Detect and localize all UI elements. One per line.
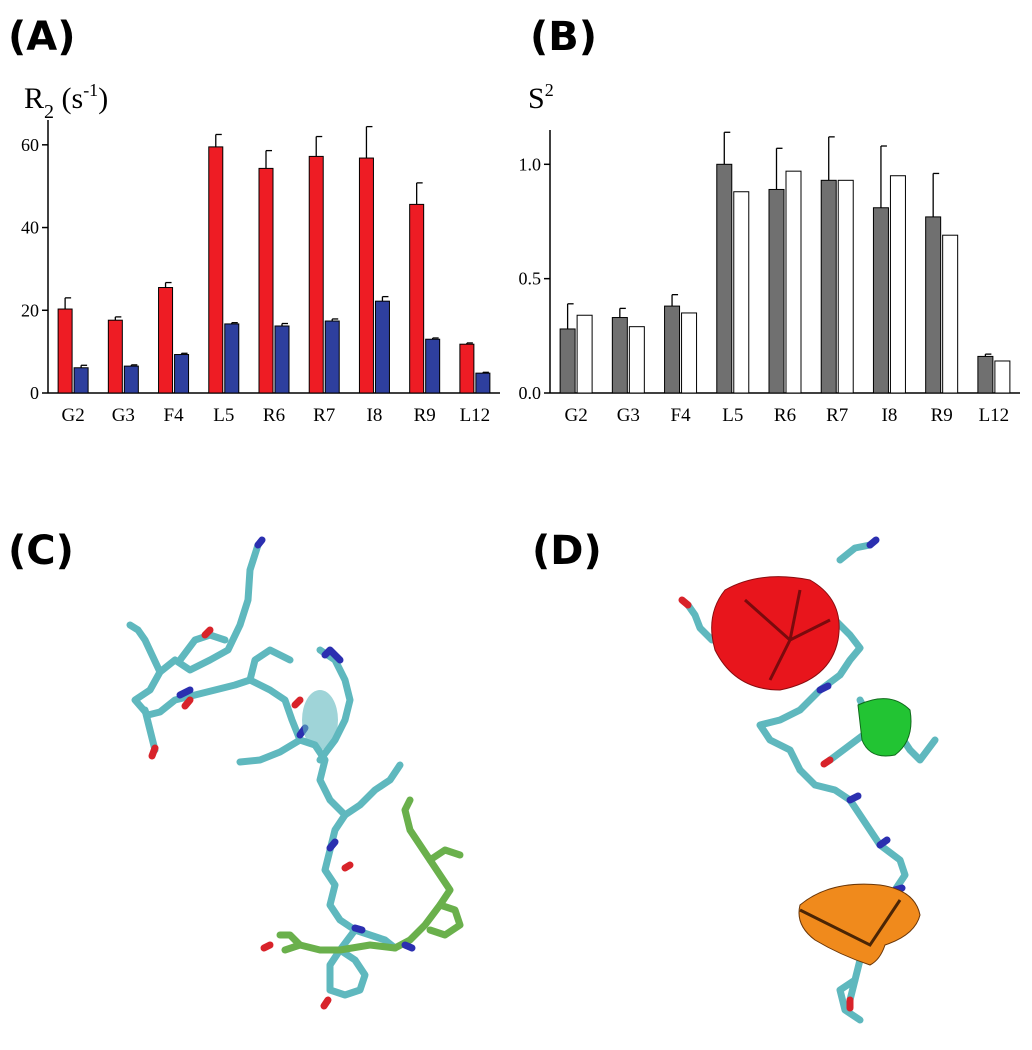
bar (459, 343, 475, 394)
x-tick-label: G3 (617, 405, 640, 426)
y-tick-label: 0 (30, 383, 39, 403)
panel-a-label: (A) (8, 14, 76, 60)
bar (925, 216, 942, 394)
y-tick-label: 0.0 (519, 383, 542, 403)
bar (994, 360, 1011, 394)
panel-d-label: (D) (532, 528, 602, 574)
chart-b: 0.0 0.5 1.0 G2 G3 F4 L5 R6 R7 I8 R9 L12 (519, 130, 1020, 426)
panel-b-label: (B) (530, 14, 598, 60)
x-tick-label: R7 (826, 405, 848, 426)
bar (374, 300, 390, 394)
x-tick-label: G3 (112, 405, 135, 426)
bar (681, 312, 698, 394)
y-tick-label: 20 (21, 300, 39, 320)
x-tick-label: L5 (722, 405, 743, 426)
chart-b-ylabel: S2 (528, 80, 554, 115)
bar (425, 338, 441, 394)
x-tick-label: F4 (671, 405, 692, 426)
bar (889, 175, 906, 394)
bar (576, 314, 593, 394)
bar (872, 207, 889, 394)
x-tick-label: G2 (61, 405, 84, 426)
bar (308, 155, 324, 394)
y-tick-label: 60 (21, 135, 39, 155)
bar (274, 325, 290, 394)
bar (475, 372, 491, 394)
x-tick-label: I8 (882, 405, 898, 426)
bar (409, 203, 425, 394)
bar (174, 354, 190, 394)
x-tick-label: G2 (564, 405, 587, 426)
y-tick-label: 0.5 (519, 269, 542, 289)
x-tick-label: I8 (367, 405, 383, 426)
chart-a-ylabel: R2 (s-1) (24, 80, 108, 123)
bar (611, 317, 628, 394)
bar (559, 328, 576, 394)
x-tick-label: R9 (931, 405, 953, 426)
bar (358, 157, 374, 394)
y-tick-label: 40 (21, 218, 39, 238)
bar (107, 319, 123, 394)
bar (628, 326, 645, 394)
chart-a: 0 20 40 60 G2 G3 F4 L5 R6 R7 I8 R9 L12 (21, 120, 500, 426)
x-tick-label: R6 (774, 405, 796, 426)
bar (837, 179, 854, 394)
bar (57, 308, 73, 394)
x-tick-label: L12 (460, 405, 491, 426)
x-tick-label: L12 (979, 405, 1010, 426)
bar (716, 163, 733, 394)
y-tick-label: 1.0 (519, 154, 542, 174)
bar (258, 167, 274, 394)
bar (942, 234, 959, 394)
x-tick-label: R7 (313, 405, 335, 426)
bar (785, 170, 802, 394)
bar (208, 146, 224, 394)
bar (768, 188, 785, 394)
bar-charts: R2 (s-1) S2 0 20 40 60 G2 G3 F4 L5 R6 R7 I8 R9 L12 0… (21, 80, 1020, 426)
bar (733, 191, 750, 394)
x-tick-label: R9 (414, 405, 436, 426)
bar (123, 365, 139, 394)
bar (73, 367, 89, 394)
x-tick-label: L5 (213, 405, 234, 426)
bar (664, 305, 681, 394)
bar (224, 323, 240, 394)
bar (820, 179, 837, 394)
x-tick-label: F4 (164, 405, 185, 426)
bar (324, 320, 340, 394)
x-tick-label: R6 (263, 405, 285, 426)
bar (977, 355, 994, 394)
panel-c-label: (C) (8, 528, 74, 574)
bar (158, 287, 174, 394)
